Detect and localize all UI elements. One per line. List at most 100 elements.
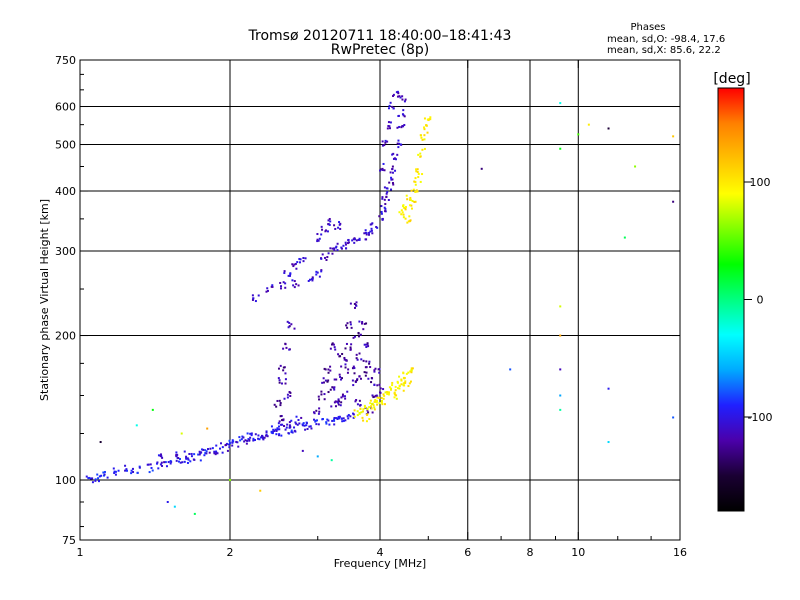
echo-point	[354, 400, 357, 403]
echo-point	[415, 168, 418, 171]
echo-point	[180, 432, 183, 435]
echo-point	[381, 140, 384, 143]
echo-point	[394, 169, 397, 172]
echo-point	[290, 430, 293, 433]
echo-point	[337, 353, 340, 356]
echo-point	[204, 449, 207, 452]
echo-point	[323, 393, 326, 396]
echo-point	[278, 420, 281, 423]
echo-point	[327, 371, 330, 374]
echo-point	[356, 379, 359, 382]
echo-point	[372, 396, 375, 399]
echo-point	[157, 467, 160, 470]
echo-point	[175, 459, 178, 462]
echo-point	[376, 403, 379, 406]
echo-point	[398, 142, 401, 145]
echo-point	[421, 173, 424, 176]
echo-point	[329, 220, 332, 223]
echo-point	[286, 320, 289, 323]
echo-point	[299, 258, 302, 261]
echo-point	[189, 460, 192, 463]
echo-point	[386, 127, 389, 130]
echo-point	[341, 393, 344, 396]
echo-point	[423, 117, 426, 120]
echo-point	[323, 398, 326, 401]
echo-point	[407, 385, 410, 388]
echo-point	[309, 425, 312, 428]
echo-point	[272, 428, 275, 431]
echo-point	[384, 210, 387, 213]
colorbar-ticks: 100 0 -100	[744, 176, 772, 424]
echo-point	[177, 460, 180, 463]
echo-point	[358, 238, 361, 241]
echo-point	[199, 452, 202, 455]
echo-point	[385, 195, 388, 198]
echo-point	[328, 223, 331, 226]
echo-point	[396, 153, 399, 156]
echo-point	[106, 476, 109, 479]
echo-point	[391, 165, 394, 168]
echo-point	[415, 189, 418, 192]
echo-point	[391, 178, 394, 181]
echo-point	[183, 450, 186, 453]
echo-point	[287, 432, 290, 435]
echo-point	[333, 386, 336, 389]
echo-point	[353, 237, 356, 240]
echo-point	[320, 225, 323, 228]
echo-point	[159, 463, 162, 466]
echo-point	[381, 168, 384, 171]
echo-point	[380, 210, 383, 213]
echo-point	[346, 390, 349, 393]
echo-point	[408, 382, 411, 385]
echo-point	[352, 365, 355, 368]
echo-point	[391, 171, 394, 174]
echo-point	[183, 460, 186, 463]
echo-point	[391, 384, 394, 387]
echo-point	[361, 416, 364, 419]
echo-point	[358, 399, 361, 402]
echo-point	[89, 477, 92, 480]
echo-point	[206, 427, 209, 430]
echo-point	[297, 284, 300, 287]
echo-point	[126, 469, 129, 472]
echo-point	[369, 399, 372, 402]
echo-point	[396, 387, 399, 390]
echo-point	[273, 430, 276, 433]
echo-point	[333, 346, 336, 349]
echo-point	[384, 139, 387, 142]
echo-point	[347, 239, 350, 242]
echo-point	[390, 387, 393, 390]
echo-point	[329, 388, 332, 391]
echo-point	[231, 441, 234, 444]
echo-point	[400, 213, 403, 216]
echo-point	[325, 421, 328, 424]
echo-point	[293, 426, 296, 429]
echo-point	[409, 380, 412, 383]
echo-point	[334, 400, 337, 403]
echo-point	[333, 416, 336, 419]
echo-point	[236, 441, 239, 444]
echo-point	[344, 366, 347, 369]
echo-point	[401, 95, 404, 98]
echo-point	[179, 461, 182, 464]
y-tick-label: 75	[62, 534, 76, 547]
echo-point	[135, 424, 138, 427]
echo-point	[283, 366, 286, 369]
echo-point	[97, 477, 100, 480]
echo-point	[165, 465, 168, 468]
echo-point	[298, 261, 301, 264]
echo-point	[411, 367, 414, 370]
echo-point	[333, 378, 336, 381]
echo-point	[357, 238, 360, 241]
echo-point	[365, 420, 368, 423]
echo-point	[386, 191, 389, 194]
echo-point	[344, 363, 347, 366]
echo-point	[366, 343, 369, 346]
echo-point	[414, 190, 417, 193]
echo-point	[340, 401, 343, 404]
echo-point	[368, 406, 371, 409]
echo-point	[407, 220, 410, 223]
echo-point	[290, 419, 293, 422]
echo-point	[295, 422, 298, 425]
